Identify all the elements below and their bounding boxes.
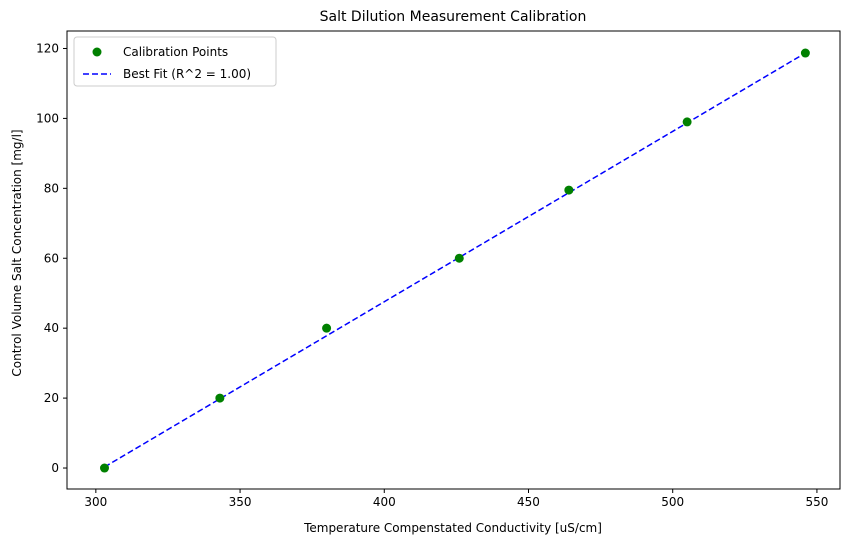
x-axis-label: Temperature Compenstated Conductivity [u… — [303, 521, 602, 535]
x-tick-label: 350 — [229, 495, 252, 509]
calibration-point — [322, 323, 332, 333]
y-tick-label: 120 — [36, 41, 59, 55]
y-tick-label: 40 — [44, 321, 59, 335]
calibration-point — [682, 117, 692, 127]
calibration-point — [99, 463, 109, 473]
x-tick-label: 450 — [517, 495, 540, 509]
chart-title: Salt Dilution Measurement Calibration — [320, 9, 587, 25]
x-tick-label: 400 — [373, 495, 396, 509]
plot-frame — [66, 30, 841, 490]
x-tick-label: 550 — [805, 495, 828, 509]
y-tick-label: 100 — [36, 111, 59, 125]
legend-label: Calibration Points — [123, 45, 228, 59]
legend-box — [73, 36, 277, 87]
calibration-point — [454, 253, 464, 263]
calibration-point — [564, 185, 574, 195]
plot-area: 300 350 400 450 500 550 0 20 40 60 80 100 120 — [36, 30, 841, 509]
y-tick-label: 60 — [44, 251, 59, 265]
y-tick-label: 80 — [44, 181, 59, 195]
calibration-point — [800, 48, 810, 58]
best-fit-line — [104, 52, 806, 468]
x-tick-label: 500 — [661, 495, 684, 509]
y-tick-label: 20 — [44, 391, 59, 405]
legend-label: Best Fit (R^2 = 1.00) — [123, 67, 251, 81]
legend: Calibration Points Best Fit (R^2 = 1.00) — [73, 36, 277, 87]
legend-marker-calibration — [92, 47, 102, 57]
y-tick-label: 0 — [51, 461, 59, 475]
calibration-point — [215, 393, 225, 403]
y-axis-label: Control Volume Salt Concentration [mg/l] — [10, 129, 24, 376]
x-tick-label: 300 — [84, 495, 107, 509]
